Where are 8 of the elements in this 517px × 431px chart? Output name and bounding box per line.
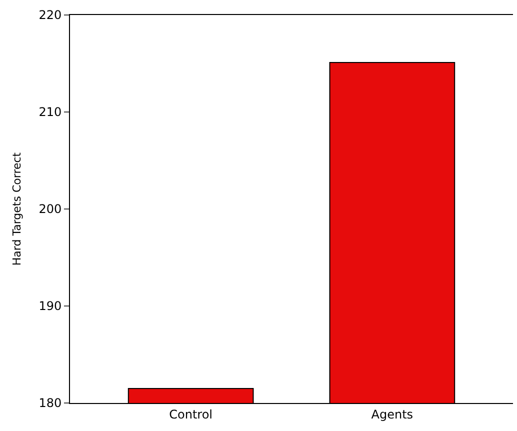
y-axis-title: Hard Targets Correct (10, 152, 24, 266)
x-tick-label: Control (169, 407, 213, 422)
y-tick-label: 220 (38, 8, 62, 22)
y-tick-label: 210 (38, 105, 62, 120)
x-tick-label: Agents (371, 407, 414, 422)
y-tick-label: 200 (38, 202, 62, 216)
y-tick-label: 190 (38, 299, 62, 314)
y-tick-label: 180 (38, 396, 62, 410)
